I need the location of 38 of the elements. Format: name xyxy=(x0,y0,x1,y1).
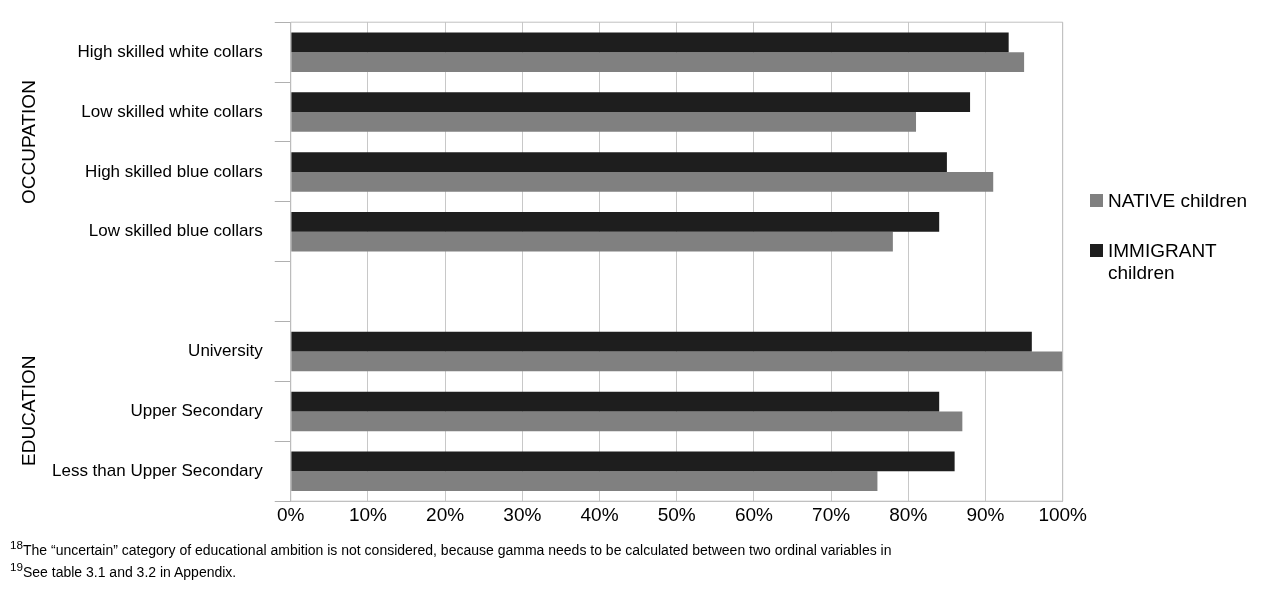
y-tick-label: High skilled white collars xyxy=(77,41,263,61)
legend-label: NATIVE children xyxy=(1108,190,1248,212)
x-tick-label: 50% xyxy=(657,503,696,525)
bar xyxy=(291,391,940,412)
x-tick-label: 90% xyxy=(966,503,1005,525)
y-tick-label: Less than Upper Secondary xyxy=(51,460,264,480)
x-tick-label: 70% xyxy=(812,503,851,525)
bar xyxy=(291,351,1063,372)
y-tick-label: Low skilled blue collars xyxy=(88,221,263,241)
bar xyxy=(291,52,1025,72)
x-tick-label: 60% xyxy=(734,503,774,525)
x-tick-label: 100% xyxy=(1038,503,1088,525)
bar xyxy=(291,112,917,132)
x-tick-label: 30% xyxy=(503,503,542,525)
bar xyxy=(291,411,963,432)
bar xyxy=(291,171,994,192)
x-tick-label: 40% xyxy=(580,503,619,525)
x-tick-label: 80% xyxy=(889,503,928,525)
bar xyxy=(291,92,971,113)
y-tick-label: Low skilled white collars xyxy=(81,101,263,121)
bar xyxy=(291,32,1009,53)
legend-label: IMMIGRANT children xyxy=(1108,240,1218,284)
y-tick-label: Upper Secondary xyxy=(130,401,264,421)
text: $^{18}$The “uncertain” category of educational ambition is not considered, because gamma needs to be calculated between two ordinal variables in xyxy=(10,538,893,558)
y-tick-label: University xyxy=(188,341,264,361)
bar xyxy=(291,331,1032,352)
bar xyxy=(291,212,940,232)
x-tick-label: 20% xyxy=(426,503,465,525)
text: $^{19}$See table 3.1 and 3.2 in Appendix. xyxy=(10,559,238,580)
x-tick-label: 10% xyxy=(348,503,388,525)
text: OCCUPATION xyxy=(18,80,40,204)
x-tick-label: 0% xyxy=(277,503,305,525)
bar xyxy=(291,152,947,172)
bar xyxy=(291,471,878,492)
bar xyxy=(291,231,893,252)
y-tick-label: High skilled blue collars xyxy=(85,161,263,181)
bar xyxy=(291,451,955,472)
text: EDUCATION xyxy=(18,355,40,467)
